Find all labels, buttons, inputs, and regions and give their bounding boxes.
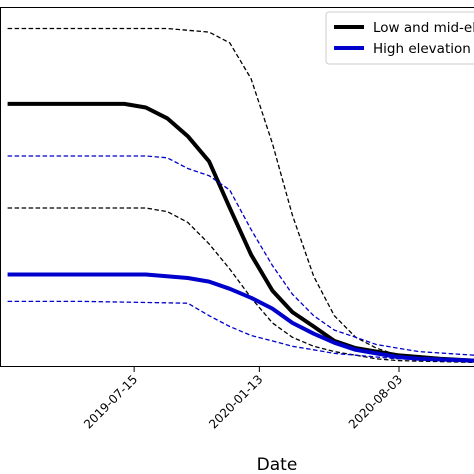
series-line-5 [7, 300, 474, 362]
legend: Low and mid-elevation High elevation [325, 11, 474, 65]
x-tick-label-0: 2019-07-15 [81, 372, 140, 431]
x-tick-label-1: 2020-01-13 [206, 372, 265, 431]
series-line-0 [7, 101, 474, 363]
series-line-1 [7, 27, 474, 362]
series-line-2 [7, 207, 474, 364]
x-tick-label-2: 2020-08-03 [346, 372, 405, 431]
legend-label-high: High elevation [373, 41, 471, 57]
x-ticks: 2019-07-15 2020-01-13 2020-08-03 [81, 366, 405, 431]
series-line-3 [7, 272, 474, 363]
legend-label-low-mid: Low and mid-elevation [373, 20, 474, 36]
axes-layer [0, 7, 474, 367]
series-layer [7, 27, 474, 364]
series-line-4 [7, 155, 474, 356]
x-axis-label: Date [257, 455, 298, 474]
